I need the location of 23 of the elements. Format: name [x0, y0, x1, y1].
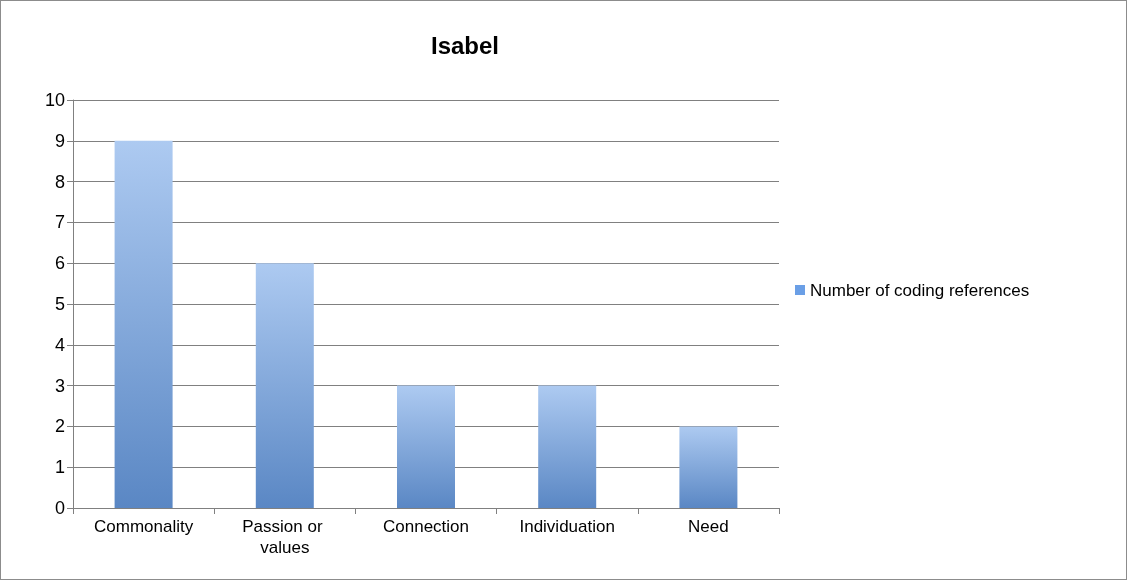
y-tick-label: 3	[54, 375, 65, 396]
bar	[538, 385, 597, 508]
x-tick-label: Individuation	[519, 517, 615, 536]
y-tick-label: 9	[54, 130, 65, 151]
y-tick-label: 2	[54, 416, 65, 437]
y-tick-label: 8	[54, 171, 65, 192]
x-tick-label: Passion or values	[242, 517, 328, 557]
x-tick-label: Need	[688, 517, 729, 536]
legend-label: Number of coding references	[810, 280, 1030, 300]
bar	[255, 263, 314, 508]
bar	[679, 426, 738, 508]
y-tick-label: 6	[54, 253, 65, 274]
bar	[397, 385, 455, 508]
chart-title: Isabel	[431, 31, 500, 59]
x-tick-label: Commonality	[94, 517, 194, 536]
y-tick-label: 0	[54, 498, 65, 518]
y-tick-label: 5	[54, 294, 65, 314]
y-tick-label: 1	[54, 457, 65, 478]
y-tick-label: 4	[54, 334, 65, 355]
y-tick-label: 10	[44, 90, 65, 110]
bar	[114, 140, 173, 508]
x-tick-label: Connection	[382, 517, 470, 536]
y-tick-label: 7	[54, 212, 65, 233]
